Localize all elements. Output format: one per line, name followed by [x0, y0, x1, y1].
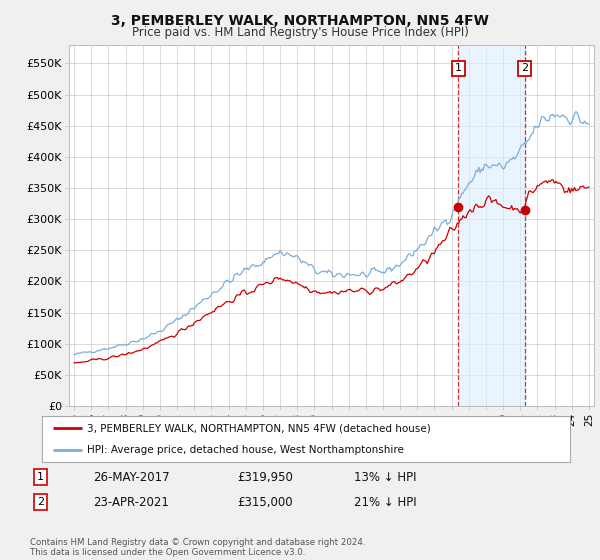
Bar: [458, 45, 524, 406]
Text: £315,000: £315,000: [237, 496, 293, 509]
Text: £319,950: £319,950: [237, 470, 293, 484]
Text: 3, PEMBERLEY WALK, NORTHAMPTON, NN5 4FW: 3, PEMBERLEY WALK, NORTHAMPTON, NN5 4FW: [111, 14, 489, 28]
Text: HPI: Average price, detached house, West Northamptonshire: HPI: Average price, detached house, West…: [87, 445, 404, 455]
Text: 2: 2: [521, 63, 528, 73]
Text: 13% ↓ HPI: 13% ↓ HPI: [354, 470, 416, 484]
Text: 26-MAY-2017: 26-MAY-2017: [93, 470, 170, 484]
Text: 1: 1: [455, 63, 462, 73]
Text: 23-APR-2021: 23-APR-2021: [93, 496, 169, 509]
Text: 1: 1: [37, 472, 44, 482]
Text: 3, PEMBERLEY WALK, NORTHAMPTON, NN5 4FW (detached house): 3, PEMBERLEY WALK, NORTHAMPTON, NN5 4FW …: [87, 423, 431, 433]
Text: Price paid vs. HM Land Registry's House Price Index (HPI): Price paid vs. HM Land Registry's House …: [131, 26, 469, 39]
Text: Contains HM Land Registry data © Crown copyright and database right 2024.
This d: Contains HM Land Registry data © Crown c…: [30, 538, 365, 557]
Text: 21% ↓ HPI: 21% ↓ HPI: [354, 496, 416, 509]
Text: 2: 2: [37, 497, 44, 507]
